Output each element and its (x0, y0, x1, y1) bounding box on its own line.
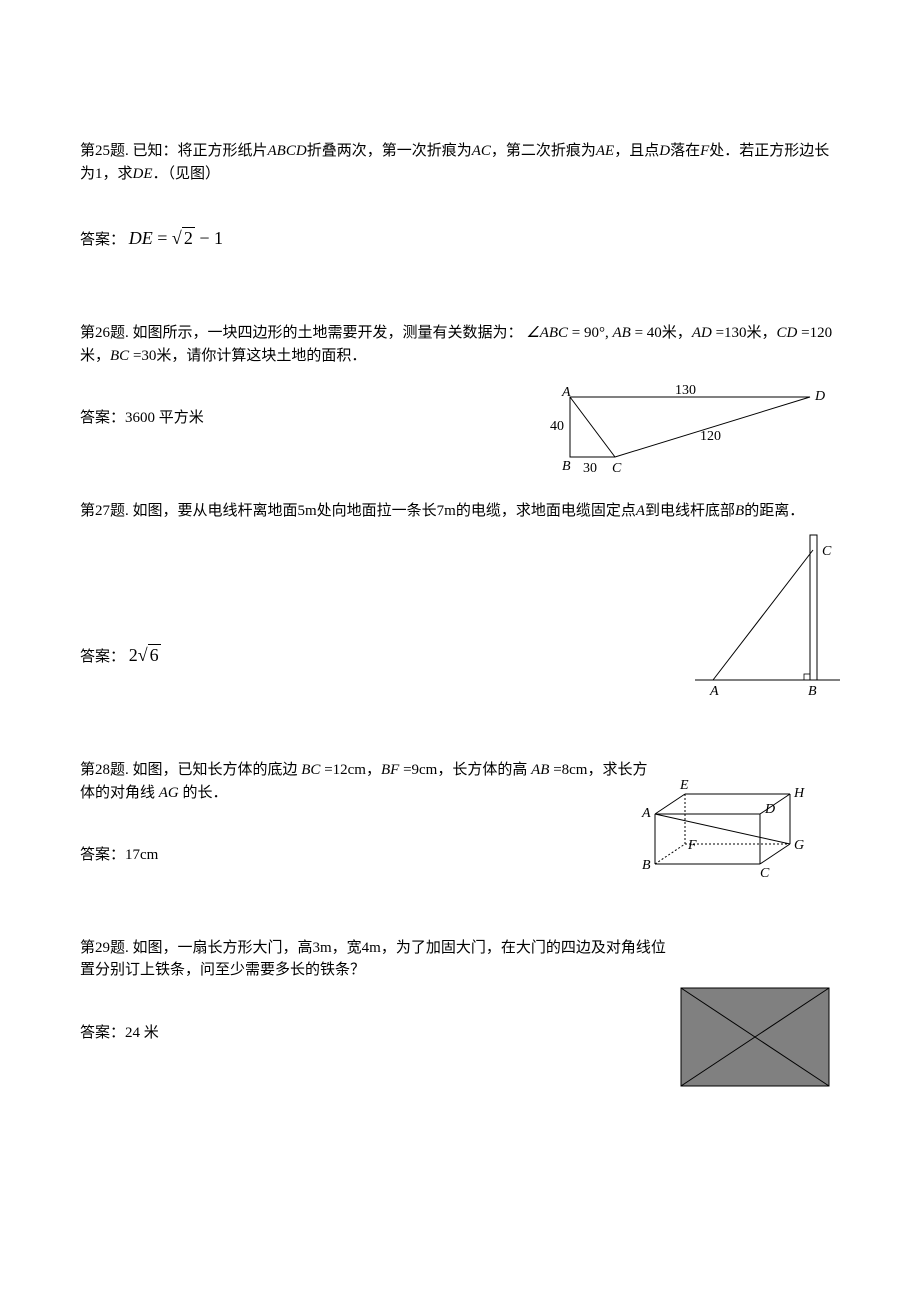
label-d: D (764, 802, 775, 817)
var-bc: BC (301, 762, 320, 778)
var-f: F (700, 143, 709, 159)
text: 第29题. 如图，一扇长方形大门，高3m，宽4m，为了加固大门，在大门的四边及对… (80, 940, 666, 979)
var-a: A (636, 503, 645, 519)
edge-bc: 30 (583, 461, 597, 476)
label-c: C (822, 544, 832, 559)
answer-value: 17cm (125, 847, 158, 863)
label-c: C (612, 461, 622, 476)
sqrt-icon: √6 (138, 644, 161, 665)
answer-label: 答案： (80, 1025, 125, 1041)
var-ab: AB (531, 762, 549, 778)
text: 第25题. 已知：将正方形纸片 (80, 143, 268, 159)
var-bc: BC (110, 348, 129, 364)
label-b: B (808, 684, 817, 699)
answer-label: 答案： (80, 847, 125, 863)
text: 的长． (179, 785, 228, 801)
label-c: C (760, 866, 770, 879)
answer-tail: − 1 (195, 228, 223, 248)
problem-25-stem: 第25题. 已知：将正方形纸片ABCD折叠两次，第一次折痕为AC，第二次折痕为A… (80, 140, 840, 185)
text: 第27题. 如图，要从电线杆离地面5m处向地面拉一条长7m的电缆，求地面电缆固定… (80, 503, 636, 519)
quadrilateral-diagram: A B C D 130 40 30 120 (550, 382, 840, 482)
text: 第28题. 如图，已知长方体的底边 (80, 762, 301, 778)
problem-29: 第29题. 如图，一扇长方形大门，高3m，宽4m，为了加固大门，在大门的四边及对… (80, 937, 840, 1045)
text: ，第二次折痕为 (491, 143, 596, 159)
problem-28: 第28题. 如图，已知长方体的底边 BC =12cm，BF =9cm，长方体的高… (80, 759, 840, 867)
problem-27-figure: A B C (695, 530, 840, 713)
label-e: E (679, 778, 689, 793)
problem-25-answer: 答案： DE = √2 − 1 (80, 225, 840, 252)
text: =12cm， (320, 762, 381, 778)
label-f: F (687, 838, 697, 853)
var-de: DE (133, 166, 153, 182)
problem-26: 第26题. 如图所示，一块四边形的土地需要开发，测量有关数据为： ∠ABC = … (80, 322, 840, 430)
text: = 90°, (568, 325, 612, 341)
answer-eq: = (153, 228, 172, 248)
var-ab: AB (613, 325, 631, 341)
var-ac: AC (472, 143, 491, 159)
problem-27-stem: 第27题. 如图，要从电线杆离地面5m处向地面拉一条长7m的电缆，求地面电缆固定… (80, 500, 840, 523)
pole-diagram: A B C (695, 530, 840, 705)
text: ，且点 (614, 143, 659, 159)
answer-value: 3600 平方米 (125, 410, 204, 426)
var-cd: CD (777, 325, 798, 341)
var-abcd: ABCD (268, 143, 307, 159)
label-a: A (561, 385, 571, 400)
door-diagram (680, 987, 830, 1087)
problem-27: 第27题. 如图，要从电线杆离地面5m处向地面拉一条长7m的电缆，求地面电缆固定… (80, 500, 840, 670)
problem-29-stem: 第29题. 如图，一扇长方形大门，高3m，宽4m，为了加固大门，在大门的四边及对… (80, 937, 840, 982)
text: 到电线杆底部 (645, 503, 735, 519)
edge-ad: 130 (675, 383, 696, 398)
label-d: D (814, 389, 825, 404)
problem-26-stem: 第26题. 如图所示，一块四边形的土地需要开发，测量有关数据为： ∠ABC = … (80, 322, 840, 367)
cuboid-diagram: A B C D E F G H (630, 769, 810, 879)
label-b: B (562, 459, 571, 474)
var-d: D (659, 143, 670, 159)
label-a: A (641, 806, 651, 821)
problem-29-figure (680, 987, 830, 1095)
label-g: G (794, 838, 804, 853)
label-b: B (642, 858, 651, 873)
var-ad: AD (692, 325, 712, 341)
problem-26-figure: A B C D 130 40 30 120 (550, 382, 840, 490)
edge-ab: 40 (550, 419, 564, 434)
text: =9cm，长方体的高 (399, 762, 531, 778)
answer-lhs: DE (129, 228, 153, 248)
answer-value: 24 米 (125, 1025, 159, 1041)
text: 的距离． (744, 503, 804, 519)
var-ae: AE (596, 143, 614, 159)
problem-28-figure: A B C D E F G H (630, 769, 810, 887)
answer-label: 答案： (80, 232, 125, 248)
var-angle: ∠ABC (526, 325, 568, 341)
sqrt-icon: √2 (172, 227, 195, 248)
var-b: B (735, 503, 744, 519)
answer-label: 答案： (80, 410, 125, 426)
answer-radicand: 6 (148, 644, 161, 665)
var-bf: BF (381, 762, 399, 778)
answer-label: 答案： (80, 649, 125, 665)
text: 落在 (670, 143, 700, 159)
label-h: H (793, 786, 805, 801)
text: =130米， (712, 325, 777, 341)
text: 折叠两次，第一次折痕为 (307, 143, 472, 159)
edge-cd: 120 (700, 429, 721, 444)
answer-coeff: 2 (129, 645, 138, 665)
text: 第26题. 如图所示，一块四边形的土地需要开发，测量有关数据为： (80, 325, 523, 341)
text: ．（见图） (153, 166, 221, 182)
answer-radicand: 2 (182, 227, 195, 248)
var-ag: AG (159, 785, 179, 801)
text: =30米，请你计算这块土地的面积． (129, 348, 366, 364)
text: = 40米， (631, 325, 692, 341)
problem-25: 第25题. 已知：将正方形纸片ABCD折叠两次，第一次折痕为AC，第二次折痕为A… (80, 140, 840, 252)
label-a: A (709, 684, 719, 699)
